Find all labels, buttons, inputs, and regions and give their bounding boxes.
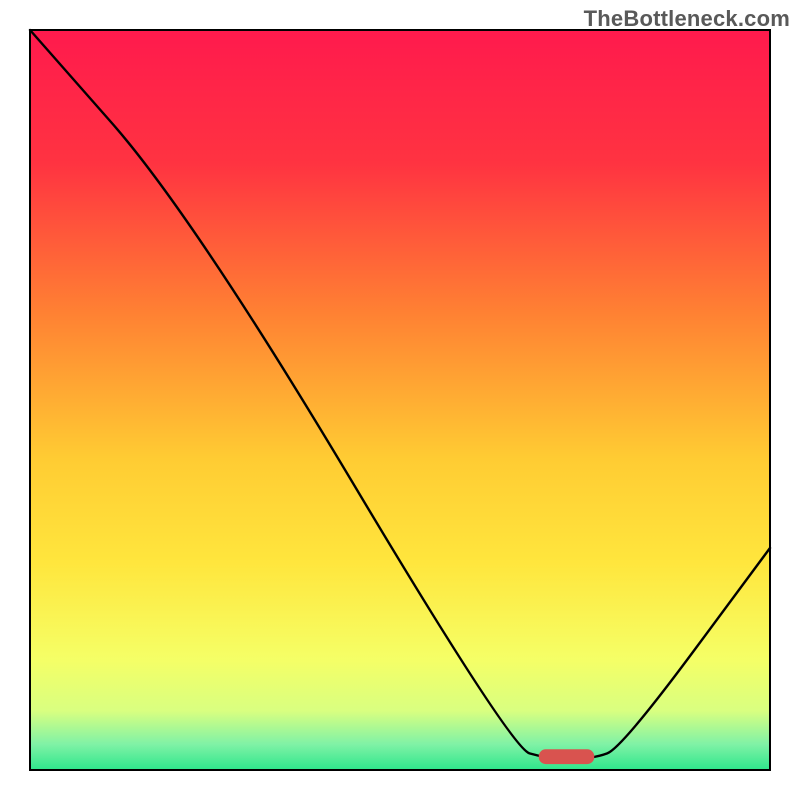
bottleneck-chart [0,0,800,800]
watermark-text: TheBottleneck.com [584,6,790,32]
optimal-marker [539,749,595,764]
chart-background [30,30,770,770]
chart-container: TheBottleneck.com [0,0,800,800]
